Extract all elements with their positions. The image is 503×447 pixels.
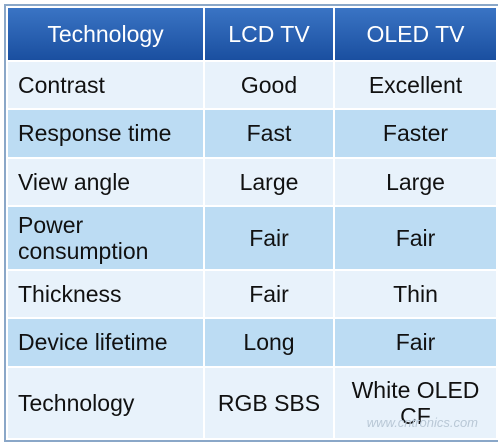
lcd-value: Long	[203, 317, 335, 368]
oled-value: Fair	[333, 204, 498, 272]
table-header-row: Technology LCD TV OLED TV	[6, 6, 498, 62]
lcd-value: Fair	[203, 269, 335, 320]
oled-value: Excellent	[333, 59, 498, 111]
header-oled-tv: OLED TV	[333, 6, 498, 62]
header-technology: Technology	[6, 6, 205, 62]
table-row: Contrast Good Excellent	[6, 59, 498, 111]
oled-value: White OLED CF	[333, 365, 498, 441]
table-row: Thickness Fair Thin	[6, 269, 498, 320]
comparison-table: Technology LCD TV OLED TV Contrast Good …	[6, 6, 498, 441]
table-row: Response time Fast Faster	[6, 108, 498, 159]
table-row: Device lifetime Long Fair	[6, 317, 498, 368]
lcd-value: Fast	[203, 108, 335, 159]
header-lcd-tv: LCD TV	[203, 6, 335, 62]
oled-value: Large	[333, 156, 498, 207]
row-label: Response time	[6, 108, 205, 159]
lcd-value: RGB SBS	[203, 365, 335, 441]
oled-value: Fair	[333, 317, 498, 368]
row-label: Contrast	[6, 59, 205, 111]
row-label: Device lifetime	[6, 317, 205, 368]
oled-value: Faster	[333, 108, 498, 159]
lcd-value: Large	[203, 156, 335, 207]
lcd-value: Fair	[203, 204, 335, 272]
row-label: Thickness	[6, 269, 205, 320]
oled-value: Thin	[333, 269, 498, 320]
table-row: View angle Large Large	[6, 156, 498, 207]
row-label: Technology	[6, 365, 205, 441]
row-label: View angle	[6, 156, 205, 207]
table-row: Power consumption Fair Fair	[6, 204, 498, 272]
table-row: Technology RGB SBS White OLED CF	[6, 365, 498, 441]
lcd-value: Good	[203, 59, 335, 111]
row-label: Power consumption	[6, 204, 205, 272]
comparison-table-frame: Technology LCD TV OLED TV Contrast Good …	[4, 4, 498, 442]
watermark: www.cntronics.com	[366, 415, 478, 430]
